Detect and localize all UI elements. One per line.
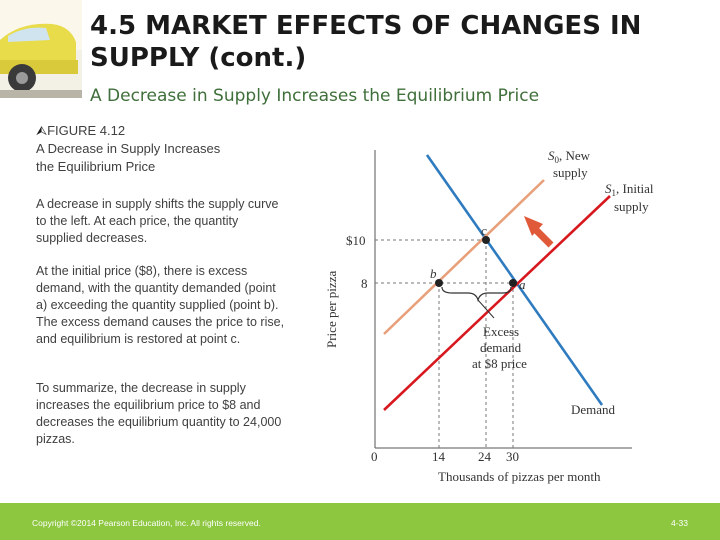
slide-title: 4.5 MARKET EFFECTS OF CHANGES IN SUPPLY … <box>90 10 710 74</box>
paragraph-supply-shift: A decrease in supply shifts the supply c… <box>36 197 279 245</box>
paragraph-excess-demand: At the initial price ($8), there is exce… <box>36 264 285 346</box>
x-tick-14: 14 <box>432 449 446 464</box>
x-tick-0: 0 <box>371 449 378 464</box>
new-supply-label: S0, New <box>548 148 591 165</box>
title-line-1: 4.5 MARKET EFFECTS OF CHANGES IN <box>90 11 642 41</box>
excess-demand-label-2: demand <box>480 340 522 355</box>
x-tick-24: 24 <box>478 449 492 464</box>
y-axis-label: Price per pizza <box>324 271 339 348</box>
figure-caption: ⮙FIGURE 4.12 A Decrease in Supply Increa… <box>36 122 286 176</box>
point-b <box>435 279 443 287</box>
figure-caption-line-1: A Decrease in Supply Increases <box>36 141 221 156</box>
title-line-2: SUPPLY (cont.) <box>90 43 307 73</box>
figure-label: FIGURE 4.12 <box>47 123 126 138</box>
figure-bullet-icon: ⮙ <box>36 123 48 138</box>
corner-car-image <box>0 0 82 98</box>
page-number: 4-33 <box>670 518 688 528</box>
paragraph-summary: To summarize, the decrease in supply inc… <box>36 381 282 446</box>
shift-arrow-icon <box>524 216 543 236</box>
excess-demand-label-1: Excess <box>483 324 519 339</box>
footer-bar: Copyright ©2014 Pearson Education, Inc. … <box>0 503 720 540</box>
point-a-label: a <box>519 277 526 292</box>
initial-supply-label: S1, Initial <box>605 181 654 198</box>
point-b-label: b <box>430 266 437 281</box>
initial-supply-curve <box>383 195 611 411</box>
footer-copyright: Copyright ©2014 Pearson Education, Inc. … <box>32 518 261 528</box>
demand-label: Demand <box>571 402 616 417</box>
x-tick-30: 30 <box>506 449 519 464</box>
point-c <box>482 236 490 244</box>
point-a <box>509 279 517 287</box>
excess-demand-label-3: at $8 price <box>472 356 527 371</box>
new-supply-curve <box>383 179 545 335</box>
y-tick-10: $10 <box>346 233 366 248</box>
car-illustration <box>0 0 82 98</box>
slide-subtitle: A Decrease in Supply Increases the Equil… <box>90 86 540 106</box>
shift-arrow-shaft <box>531 225 554 248</box>
point-c-label: c <box>481 223 487 238</box>
excess-demand-pointer <box>477 299 495 319</box>
new-supply-label-line-2: supply <box>553 165 588 180</box>
x-axis-label: Thousands of pizzas per month <box>438 469 601 484</box>
initial-supply-label-line-2: supply <box>614 199 649 214</box>
y-tick-8: 8 <box>361 276 368 291</box>
figure-caption-line-2: the Equilibrium Price <box>36 159 156 174</box>
